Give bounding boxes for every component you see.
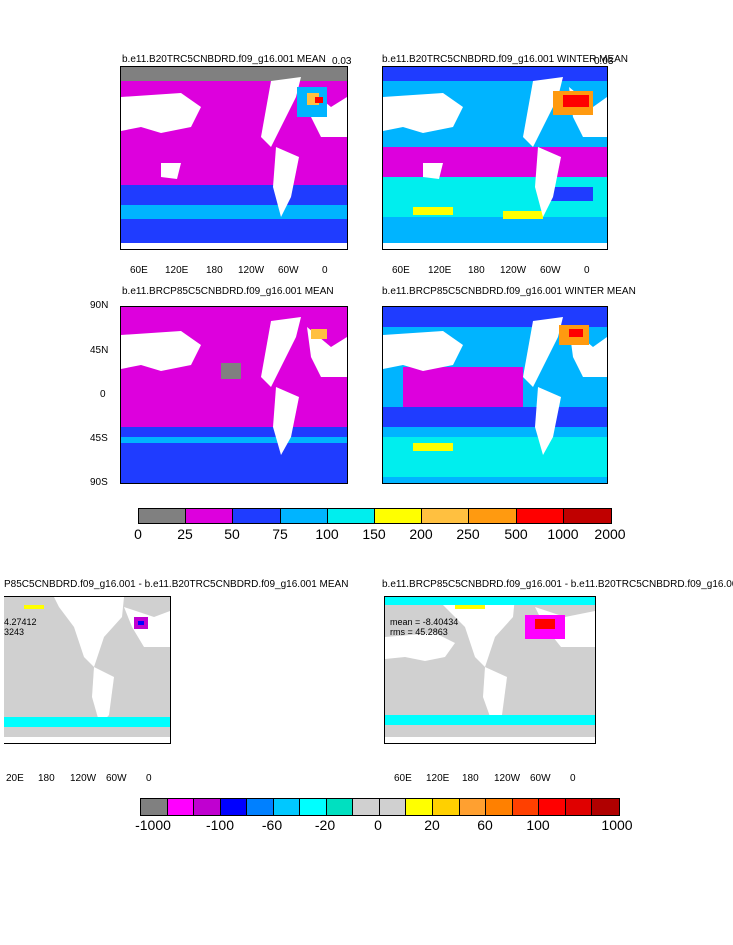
cbar2-label: 0 [374, 817, 382, 833]
lon-label-60e: 60E [130, 265, 148, 276]
lon-label-120e-cut: 20E [6, 773, 24, 784]
lon-label-60w-3: 60W [106, 773, 127, 784]
panel-title-historical-mean: b.e11.B20TRC5CNBDRD.f09_g16.001 MEAN [122, 54, 326, 65]
cbar2-bin [379, 799, 407, 815]
stat-rms-diff-mean: 3243 [4, 627, 25, 637]
cbar1-bin [327, 509, 375, 523]
cbar1-bin [516, 509, 564, 523]
lon-label-180-3: 180 [38, 773, 55, 784]
cbar1-bin [469, 509, 517, 523]
stat-mean-diff-winter: mean = -8.40434 [390, 617, 459, 627]
cbar2-bin [167, 799, 195, 815]
cbar2-label: 60 [477, 817, 493, 833]
lon-label-120e-4: 120E [426, 773, 450, 784]
cbar1-label: 100 [315, 526, 339, 542]
map-difference-winter [384, 596, 596, 744]
lat-label-90s: 90S [90, 477, 108, 488]
lon-label-120w: 120W [238, 265, 265, 276]
cbar2-bin [592, 799, 619, 815]
lon-label-120e-2: 120E [428, 265, 452, 276]
cbar2-label: 100 [526, 817, 550, 833]
cbar1-bin [280, 509, 328, 523]
cbar2-bin [539, 799, 566, 815]
cbar2-bin [194, 799, 221, 815]
lon-label-0: 0 [322, 265, 328, 276]
panel-corner-value: 0.03 [332, 56, 352, 67]
cbar1-label: 2000 [594, 526, 626, 542]
cbar2-label: -20 [314, 817, 336, 833]
cbar2-bin [326, 799, 354, 815]
cbar2-bin [486, 799, 513, 815]
lon-label-60e-2: 60E [392, 265, 410, 276]
cbar2-bin [459, 799, 487, 815]
panel-title-difference-winter: b.e11.BRCP85C5CNBDRD.f09_g16.001 - b.e11… [382, 579, 733, 590]
panel-title-historical-winter-mean: b.e11.B20TRC5CNBDRD.f09_g16.001 WINTER M… [382, 54, 629, 65]
panel-corner-value-2: 0.03 [594, 56, 614, 67]
lon-label-180-2: 180 [468, 265, 485, 276]
cbar1-bin [233, 509, 281, 523]
cbar2-bin [353, 799, 380, 815]
cbar2-label: -1000 [135, 817, 171, 833]
cbar2-bin [300, 799, 327, 815]
cbar1-label: 200 [409, 526, 433, 542]
lon-label-120e: 120E [165, 265, 189, 276]
cbar1-bin [374, 509, 423, 523]
cbar2-bin [220, 799, 248, 815]
cbar1-bin [422, 509, 470, 523]
lon-label-120w-2: 120W [500, 265, 527, 276]
map-difference-mean [4, 596, 171, 744]
lon-label-0-2: 0 [584, 265, 590, 276]
lon-label-60w-2: 60W [540, 265, 561, 276]
lon-label-180: 180 [206, 265, 223, 276]
stat-rms-diff-winter: rms = 45.2863 [390, 627, 448, 637]
map-future-winter-mean [382, 306, 608, 484]
lon-label-120w-4: 120W [494, 773, 521, 784]
lon-label-0-3: 0 [146, 773, 152, 784]
cbar2-bin [141, 799, 168, 815]
lat-label-45n: 45N [90, 345, 109, 356]
lon-label-60w-4: 60W [530, 773, 551, 784]
lat-label-45s: 45S [90, 433, 108, 444]
lon-label-180-4: 180 [462, 773, 479, 784]
cbar2-bin [512, 799, 540, 815]
cbar1-bin [139, 509, 187, 523]
map-future-mean [120, 306, 348, 484]
map-historical-winter-mean [382, 66, 608, 250]
stat-mean-diff-mean: 4.27412 [4, 617, 37, 627]
panel-title-difference-mean: P85C5CNBDRD.f09_g16.001 - b.e11.B20TRC5C… [4, 579, 349, 590]
cbar2-label: -100 [205, 817, 235, 833]
cbar2-bin [565, 799, 593, 815]
lat-label-0: 0 [100, 389, 106, 400]
cbar1-bin [563, 509, 611, 523]
cbar1-label: 250 [456, 526, 480, 542]
cbar1-label: 50 [224, 526, 240, 542]
cbar1-bin [186, 509, 234, 523]
cbar2-bin [433, 799, 460, 815]
lon-label-60w: 60W [278, 265, 299, 276]
cbar1-label: 0 [134, 526, 142, 542]
cbar1-label: 75 [272, 526, 288, 542]
lat-label-90n: 90N [90, 300, 109, 311]
cbar1-label: 1000 [547, 526, 579, 542]
lon-label-120w-3: 120W [70, 773, 97, 784]
colorbar-difference [140, 798, 620, 816]
lon-label-0-4: 0 [570, 773, 576, 784]
cbar1-label: 25 [177, 526, 193, 542]
cbar2-label: -60 [261, 817, 283, 833]
cbar1-label: 500 [504, 526, 528, 542]
cbar2-label: 20 [424, 817, 440, 833]
cbar2-label: 1000 [601, 817, 633, 833]
cbar2-bin [406, 799, 434, 815]
panel-title-future-mean: b.e11.BRCP85C5CNBDRD.f09_g16.001 MEAN [122, 286, 334, 297]
lon-label-60e-4: 60E [394, 773, 412, 784]
panel-title-future-winter-mean: b.e11.BRCP85C5CNBDRD.f09_g16.001 WINTER … [382, 286, 636, 297]
cbar2-bin [247, 799, 274, 815]
cbar2-bin [273, 799, 301, 815]
map-historical-mean [120, 66, 348, 250]
colorbar-absolute [138, 508, 612, 524]
cbar1-label: 150 [362, 526, 386, 542]
